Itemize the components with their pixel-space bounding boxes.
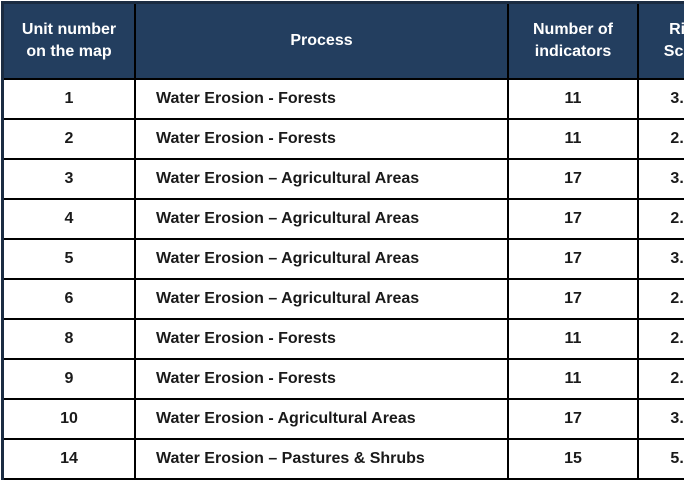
cell-process: Water Erosion – Pastures & Shrubs — [134, 438, 509, 480]
cell-process: Water Erosion - Agricultural Areas — [134, 398, 509, 440]
cell-risk: 3.12 — [637, 78, 684, 120]
column-header-indicators: Number of indicators — [507, 2, 639, 80]
cell-unit: 10 — [2, 398, 136, 440]
cell-indicators: 17 — [507, 158, 639, 200]
table-head: Unit number on the map Process Number of i… — [2, 2, 684, 80]
cell-risk: 3.77 — [637, 398, 684, 440]
cell-indicators: 11 — [507, 358, 639, 400]
cell-unit: 9 — [2, 358, 136, 400]
cell-indicators: 17 — [507, 198, 639, 240]
cell-unit: 8 — [2, 318, 136, 360]
cell-process: Water Erosion - Forests — [134, 118, 509, 160]
cell-indicators: 11 — [507, 78, 639, 120]
cell-risk: 3.67 — [637, 238, 684, 280]
cell-unit: 6 — [2, 278, 136, 320]
cell-process: Water Erosion – Agricultural Areas — [134, 158, 509, 200]
cell-process: Water Erosion - Forests — [134, 78, 509, 120]
cell-risk: 2.68 — [637, 278, 684, 320]
cell-risk: 3.67 — [637, 158, 684, 200]
cell-indicators: 11 — [507, 318, 639, 360]
cell-indicators: 11 — [507, 118, 639, 160]
column-header-process: Process — [134, 2, 509, 80]
cell-unit: 1 — [2, 78, 136, 120]
cell-risk: 2.74 — [637, 358, 684, 400]
cell-indicators: 17 — [507, 398, 639, 440]
cell-unit: 3 — [2, 158, 136, 200]
cell-unit: 14 — [2, 438, 136, 480]
cell-process: Water Erosion – Agricultural Areas — [134, 278, 509, 320]
cell-risk: 2.74 — [637, 118, 684, 160]
cell-unit: 4 — [2, 198, 136, 240]
cell-process: Water Erosion - Forests — [134, 318, 509, 360]
column-header-risk: Risk Score — [637, 2, 684, 80]
cell-risk: 2.72 — [637, 198, 684, 240]
cell-indicators: 15 — [507, 438, 639, 480]
column-header-unit: Unit number on the map — [2, 2, 136, 80]
cell-risk: 5.20 — [637, 438, 684, 480]
cell-process: Water Erosion – Agricultural Areas — [134, 198, 509, 240]
cell-process: Water Erosion - Forests — [134, 358, 509, 400]
cell-unit: 2 — [2, 118, 136, 160]
table-row: 10 Water Erosion - Agricultural Areas 17 3.… — [2, 398, 684, 440]
cell-indicators: 17 — [507, 278, 639, 320]
cell-unit: 5 — [2, 238, 136, 280]
table-header-row: Unit number on the map Process Number of i… — [2, 2, 684, 80]
cell-process: Water Erosion – Agricultural Areas — [134, 238, 509, 280]
cell-indicators: 17 — [507, 238, 639, 280]
cell-risk: 2.74 — [637, 318, 684, 360]
